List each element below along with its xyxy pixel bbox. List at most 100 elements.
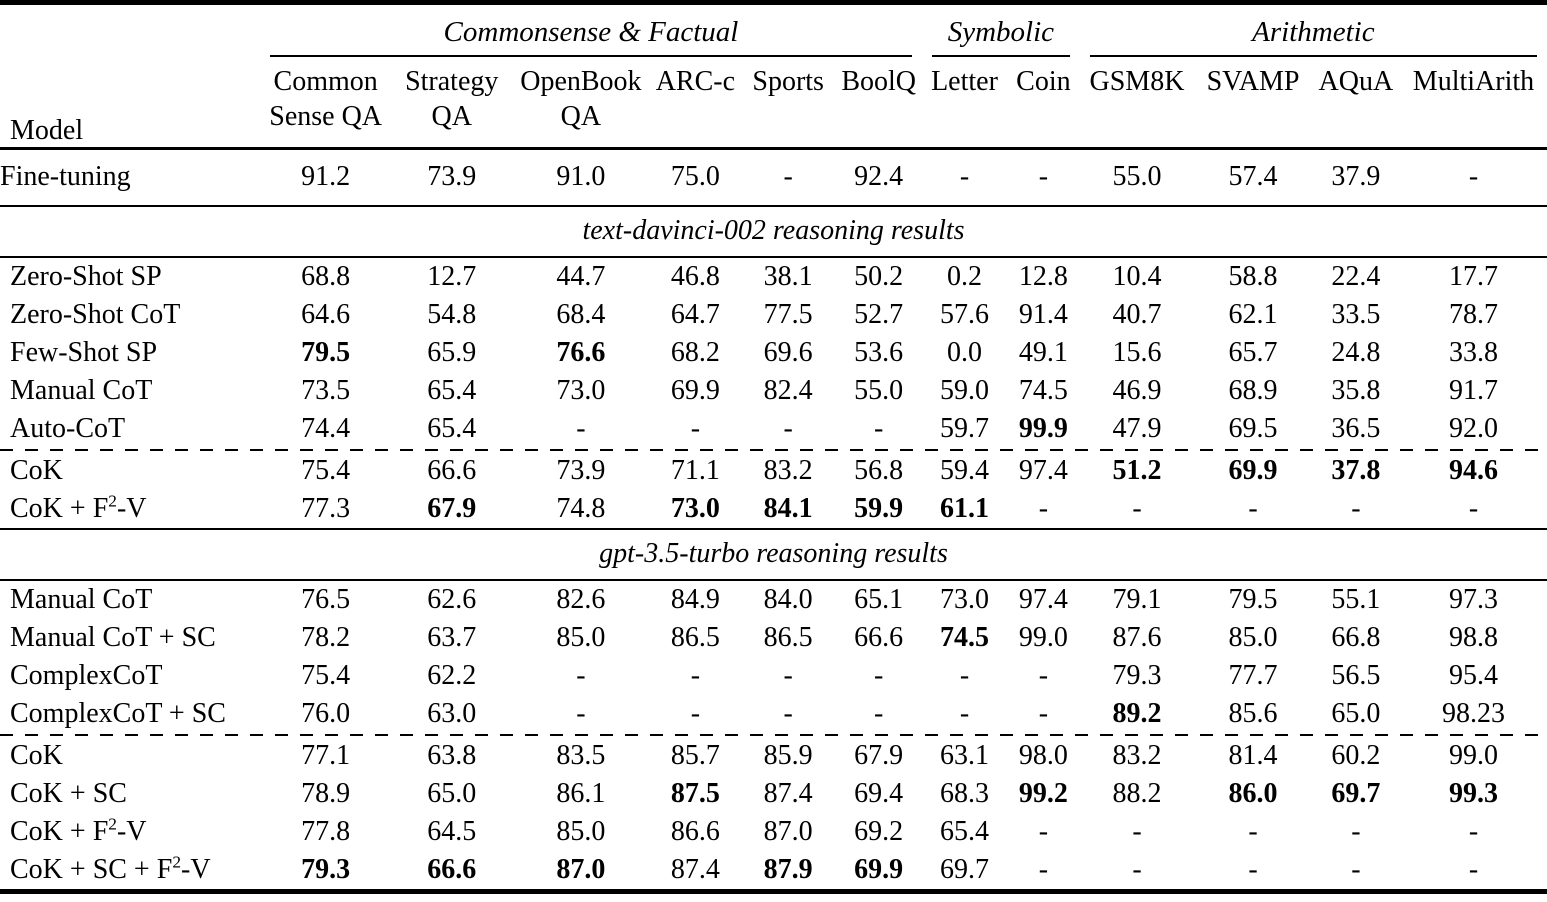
value-cell: 73.9 xyxy=(556,455,606,487)
value-cell: 83.2 xyxy=(763,455,813,487)
column-header-sports: Sports xyxy=(740,56,836,151)
value-cell: 37.9 xyxy=(1331,161,1381,193)
column-header-multiarith: MultiArith xyxy=(1399,56,1547,151)
value-cell: 97.4 xyxy=(1018,584,1068,616)
value-cell: 65.4 xyxy=(427,375,477,407)
value-cell: - xyxy=(959,698,970,730)
value-cell: - xyxy=(576,413,586,445)
value-cell: 62.6 xyxy=(427,584,477,616)
value-cell: 69.7 xyxy=(1331,778,1381,810)
model-cell: CoK + F2-V xyxy=(10,491,147,525)
value-cell: 69.2 xyxy=(854,816,904,848)
model-cell: CoK xyxy=(10,740,63,772)
value-cell: 78.7 xyxy=(1448,299,1498,331)
value-cell: 77.7 xyxy=(1228,660,1278,692)
value-cell: - xyxy=(1038,161,1049,193)
table-row: CoK + F2-V 77.3 67.9 74.8 73.0 84.1 59.9 61.1 - -… xyxy=(0,490,1547,529)
value-cell: 89.2 xyxy=(1112,698,1162,730)
value-cell: - xyxy=(1468,816,1479,848)
value-cell: 63.7 xyxy=(427,622,477,654)
value-cell: - xyxy=(959,660,970,692)
value-cell: 86.1 xyxy=(556,778,606,810)
value-cell: 76.5 xyxy=(301,584,351,616)
value-cell: 85.6 xyxy=(1228,698,1278,730)
model-cell: Manual CoT xyxy=(10,375,153,407)
value-cell: - xyxy=(873,660,884,692)
value-cell: 60.2 xyxy=(1331,740,1381,772)
value-cell: 87.0 xyxy=(556,854,606,886)
value-cell: 73.9 xyxy=(427,161,477,193)
dashed-separator xyxy=(0,448,1547,453)
value-cell: 86.5 xyxy=(670,622,720,654)
value-cell: 46.8 xyxy=(670,261,720,293)
model-cell: ComplexCoT xyxy=(10,660,163,692)
value-cell: 91.0 xyxy=(556,161,606,193)
value-cell: 69.7 xyxy=(940,854,989,886)
value-cell: 66.6 xyxy=(427,854,477,886)
value-cell: 77.1 xyxy=(301,740,351,772)
value-cell: 73.0 xyxy=(670,493,720,525)
table-row: CoK + SC + F2-V 79.3 66.6 87.0 87.4 87.9 69.9 6… xyxy=(0,851,1547,892)
value-cell: - xyxy=(576,660,586,692)
value-cell: - xyxy=(1248,854,1258,886)
value-cell: 33.5 xyxy=(1331,299,1381,331)
value-cell: 84.9 xyxy=(670,584,720,616)
value-cell: 92.4 xyxy=(854,161,904,193)
value-cell: 44.7 xyxy=(556,261,606,293)
value-cell: 57.4 xyxy=(1228,161,1278,193)
value-cell: 76.0 xyxy=(301,698,351,730)
model-cell: Auto-CoT xyxy=(10,413,126,445)
value-cell: 78.2 xyxy=(301,622,351,654)
value-cell: 59.7 xyxy=(940,413,989,445)
value-cell: 50.2 xyxy=(854,261,904,293)
value-cell: 69.5 xyxy=(1228,413,1278,445)
value-cell: 85.0 xyxy=(556,622,606,654)
column-header-openbook-qa: OpenBook QA xyxy=(512,56,650,151)
value-cell: 79.3 xyxy=(1112,660,1162,692)
value-cell: - xyxy=(783,161,793,193)
value-cell: 66.6 xyxy=(427,455,477,487)
value-cell: - xyxy=(690,413,701,445)
value-cell: - xyxy=(873,698,884,730)
value-cell: 75.0 xyxy=(670,161,720,193)
model-cell: Zero-Shot SP xyxy=(10,261,162,293)
value-cell: 97.4 xyxy=(1018,455,1068,487)
model-cell: CoK + SC xyxy=(10,778,127,810)
value-cell: 63.0 xyxy=(427,698,477,730)
value-cell: 65.7 xyxy=(1228,337,1278,369)
group-label: Arithmetic xyxy=(1089,8,1537,57)
value-cell: 66.6 xyxy=(854,622,904,654)
table-row: CoK + SC 78.9 65.0 86.1 87.5 87.4 69.4 68.3 99.2… xyxy=(0,775,1547,813)
model-cell: Manual CoT + SC xyxy=(10,622,216,654)
value-cell: 78.9 xyxy=(301,778,351,810)
column-header-letter: Letter xyxy=(921,56,1008,151)
value-cell: 75.4 xyxy=(301,455,351,487)
value-cell: 98.0 xyxy=(1018,740,1068,772)
value-cell: - xyxy=(690,660,701,692)
value-cell: 68.9 xyxy=(1228,375,1278,407)
value-cell: - xyxy=(1468,854,1479,886)
value-cell: 69.9 xyxy=(1228,455,1278,487)
value-cell: 99.0 xyxy=(1018,622,1068,654)
value-cell: 75.4 xyxy=(301,660,351,692)
table-row: Manual CoT 76.5 62.6 82.6 84.9 84.0 65.1 73.0 97… xyxy=(0,580,1547,619)
dashed-separator-line xyxy=(0,733,1547,738)
table-row: Manual CoT + SC 78.2 63.7 85.0 86.5 86.5 66.6 7… xyxy=(0,619,1547,657)
value-cell: - xyxy=(1351,816,1361,848)
value-cell: 65.4 xyxy=(940,816,989,848)
value-cell: 87.9 xyxy=(763,854,813,886)
value-cell: 74.4 xyxy=(301,413,351,445)
value-cell: - xyxy=(1468,493,1479,525)
value-cell: 65.0 xyxy=(427,778,477,810)
value-cell: 71.1 xyxy=(670,455,720,487)
value-cell: 99.9 xyxy=(1018,413,1068,445)
table-row: Zero-Shot SP 68.8 12.7 44.7 46.8 38.1 50.2 0.2 1… xyxy=(0,257,1547,296)
value-cell: 66.8 xyxy=(1331,622,1381,654)
value-cell: 99.3 xyxy=(1448,778,1498,810)
value-cell: - xyxy=(1038,816,1049,848)
value-cell: 68.8 xyxy=(301,261,351,293)
model-cell: Zero-Shot CoT xyxy=(10,299,181,331)
model-cell: CoK + F2-V xyxy=(10,814,147,848)
dashed-separator xyxy=(0,733,1547,738)
value-cell: - xyxy=(783,413,793,445)
